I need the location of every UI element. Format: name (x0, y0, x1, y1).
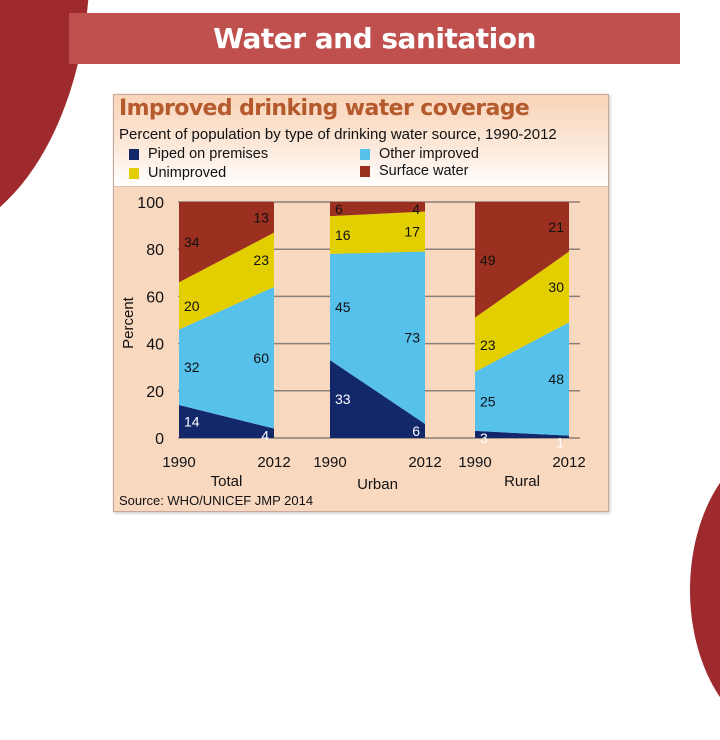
slide-title: Water and sanitation (69, 13, 680, 64)
decorative-corner-shape-bottom-right (690, 440, 720, 740)
data-label-rural-surface-water-2012: 21 (548, 219, 564, 235)
data-label-urban-unimproved-1990: 16 (335, 227, 351, 243)
y-tick-label: 0 (155, 431, 164, 448)
legend-item-surface-water: Surface water (360, 163, 468, 179)
data-label-rural-piped-on-premises-1990: 3 (480, 430, 488, 446)
data-label-total-surface-water-1990: 34 (184, 234, 200, 250)
panel-label-rural: Rural (504, 473, 540, 490)
data-label-total-other-improved-2012: 60 (253, 350, 269, 366)
legend-item-other-improved: Other improved (360, 146, 479, 162)
data-label-rural-unimproved-2012: 30 (548, 279, 564, 295)
panel-label-total: Total (211, 473, 243, 490)
data-label-total-piped-on-premises-2012: 4 (261, 428, 269, 444)
legend-item-piped: Piped on premises (129, 146, 268, 162)
chart-subtitle: Percent of population by type of drinkin… (119, 126, 557, 143)
legend-label-surface-water: Surface water (379, 163, 469, 179)
data-label-rural-other-improved-2012: 48 (548, 371, 564, 387)
x-tick-label-rural-1990: 1990 (458, 454, 491, 471)
chart-header: Improved drinking water coverage Percent… (114, 95, 608, 187)
data-label-total-unimproved-1990: 20 (184, 298, 200, 314)
area-rural-piped-on-premises (475, 430, 569, 438)
area-urban-other-improved (330, 251, 425, 424)
area-total-piped-on-premises (179, 404, 274, 438)
chart-title: Improved drinking water coverage (119, 96, 530, 121)
area-total-unimproved (179, 232, 274, 330)
area-urban-piped-on-premises (330, 360, 425, 438)
y-tick-label: 100 (137, 195, 164, 212)
area-rural-other-improved (475, 322, 569, 436)
panel-label-urban: Urban (357, 476, 398, 493)
data-label-urban-piped-on-premises-2012: 6 (412, 423, 420, 439)
legend-label-other-improved: Other improved (379, 146, 479, 162)
y-tick-label: 20 (146, 384, 164, 401)
data-label-urban-surface-water-2012: 4 (412, 201, 420, 217)
data-label-rural-surface-water-1990: 49 (480, 252, 496, 268)
area-urban-unimproved (330, 211, 425, 254)
legend-label-piped: Piped on premises (148, 146, 269, 162)
area-total-surface-water (179, 202, 274, 283)
x-tick-label-urban-1990: 1990 (313, 454, 346, 471)
data-label-total-surface-water-2012: 13 (253, 209, 269, 225)
data-label-urban-surface-water-1990: 6 (335, 201, 343, 217)
legend-item-unimproved: Unimproved (129, 165, 226, 181)
x-tick-label-total-2012: 2012 (257, 454, 290, 471)
data-label-urban-other-improved-2012: 73 (404, 330, 420, 346)
area-urban-surface-water (330, 202, 425, 217)
data-label-total-piped-on-premises-1990: 14 (184, 413, 200, 429)
y-axis-label: Percent (120, 296, 137, 349)
data-label-rural-piped-on-premises-2012: 1 (556, 435, 564, 451)
area-total-other-improved (179, 286, 274, 429)
data-label-rural-other-improved-1990: 25 (480, 393, 496, 409)
y-tick-label: 80 (146, 242, 164, 259)
area-rural-surface-water (475, 202, 569, 318)
legend-label-unimproved: Unimproved (148, 165, 227, 181)
area-rural-unimproved (475, 251, 569, 372)
data-label-total-other-improved-1990: 32 (184, 359, 200, 375)
legend-swatch-surface-water (360, 165, 370, 177)
slide-title-text: Water and sanitation (213, 22, 536, 55)
data-label-urban-piped-on-premises-1990: 33 (335, 391, 351, 407)
y-tick-label: 40 (146, 337, 164, 354)
x-tick-label-total-1990: 1990 (162, 454, 195, 471)
legend-swatch-piped (129, 148, 139, 160)
data-label-total-unimproved-2012: 23 (253, 252, 269, 268)
x-tick-label-urban-2012: 2012 (408, 454, 441, 471)
chart-figure: Improved drinking water coverage Percent… (113, 94, 609, 512)
data-label-urban-unimproved-2012: 17 (404, 224, 420, 240)
legend-swatch-other-improved (360, 148, 370, 160)
data-label-urban-other-improved-1990: 45 (335, 299, 351, 315)
x-tick-label-rural-2012: 2012 (552, 454, 585, 471)
chart-source-note: Source: WHO/UNICEF JMP 2014 (119, 493, 314, 508)
data-label-rural-unimproved-1990: 23 (480, 337, 496, 353)
y-tick-label: 60 (146, 289, 164, 306)
legend-swatch-unimproved (129, 167, 139, 179)
